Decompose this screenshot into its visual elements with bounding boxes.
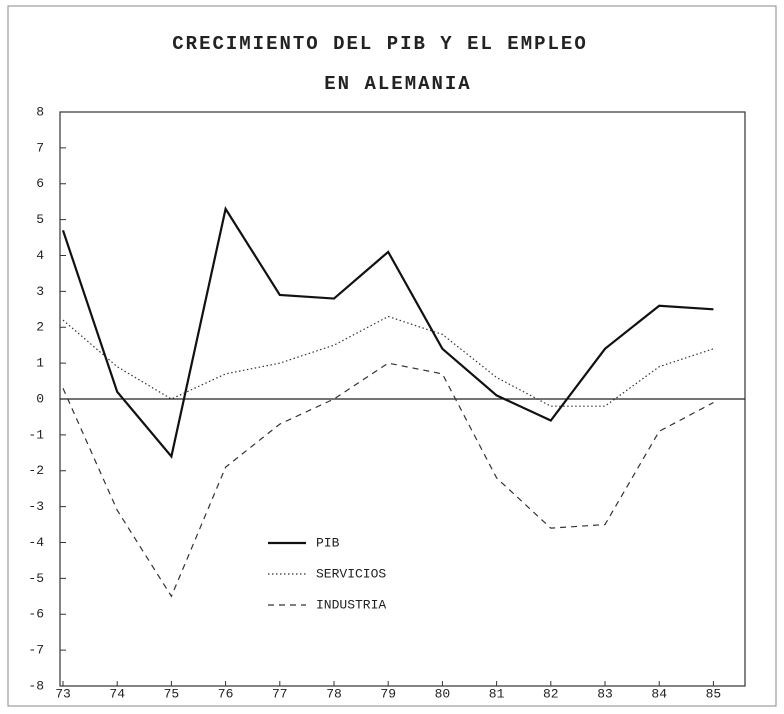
y-tick-label: -8	[28, 678, 44, 693]
x-tick-label: 75	[164, 686, 180, 701]
y-tick-label: -2	[28, 463, 44, 478]
y-tick-label: 2	[36, 320, 44, 335]
y-tick-label: 0	[36, 391, 44, 406]
y-tick-label: -6	[28, 607, 44, 622]
y-tick-label: 4	[36, 248, 44, 263]
y-tick-label: -1	[28, 427, 44, 442]
series-line	[61, 206, 714, 459]
chart-subtitle: EN ALEMANIA	[324, 73, 471, 95]
y-tick-label: 6	[36, 176, 44, 191]
x-tick-label: 83	[597, 686, 613, 701]
y-tick-label: 1	[36, 356, 44, 371]
y-tick-label: 3	[36, 284, 44, 299]
y-tick-label: -4	[28, 535, 44, 550]
y-tick-label: -7	[28, 643, 44, 658]
series-line	[62, 315, 714, 407]
x-tick-label: 85	[706, 686, 722, 701]
x-tick-label: 82	[543, 686, 559, 701]
page-frame	[7, 5, 777, 707]
y-tick-label: 7	[36, 140, 44, 155]
chart-title: CRECIMIENTO DEL PIB Y EL EMPLEO	[172, 33, 587, 55]
x-tick-label: 79	[380, 686, 396, 701]
y-tick-label: -5	[28, 571, 44, 586]
y-tick-label: -3	[28, 499, 44, 514]
x-tick-label: 80	[435, 686, 451, 701]
legend-label: INDUSTRIA	[316, 597, 386, 612]
y-tick-label: 5	[36, 212, 44, 227]
x-tick-label: 77	[272, 686, 288, 701]
x-tick-label: 73	[55, 686, 71, 701]
x-tick-label: 84	[651, 686, 667, 701]
y-tick-label: 8	[36, 104, 44, 119]
x-tick-label: 76	[218, 686, 234, 701]
legend-label: SERVICIOS	[316, 566, 386, 581]
x-tick-label: 81	[489, 686, 505, 701]
series-line	[62, 362, 714, 598]
x-tick-label: 74	[109, 686, 125, 701]
x-tick-label: 78	[326, 686, 342, 701]
legend-label: PIB	[316, 535, 340, 550]
